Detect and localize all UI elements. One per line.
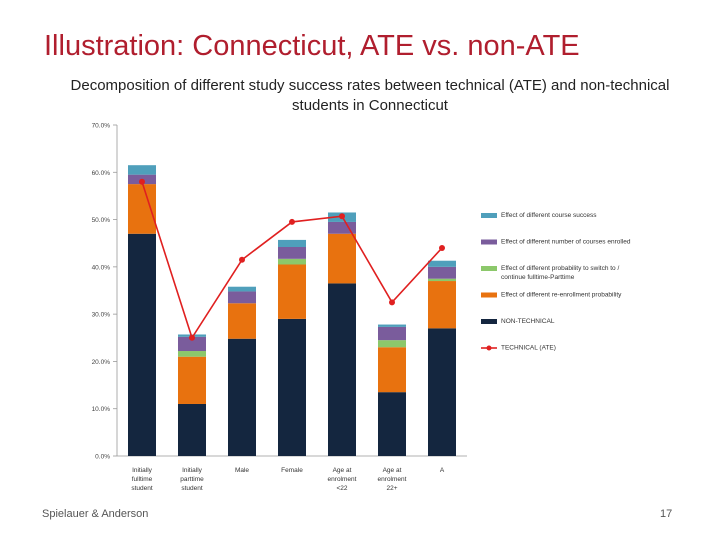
x-tick-label: Initially parttime student <box>180 467 204 492</box>
y-tick-label: 30.0% <box>92 312 111 319</box>
legend-label: TECHNICAL (ATE) <box>501 345 556 352</box>
bar-segment-courses <box>228 291 256 304</box>
legend-swatch <box>481 292 497 298</box>
legend-swatch <box>481 266 497 271</box>
footer-author: Spielauer & Anderson <box>42 508 149 520</box>
legend-label: Effect of different probability to switc… <box>501 265 619 281</box>
bar-segment-non_technical <box>378 392 406 456</box>
bar-segment-course_success <box>228 286 256 292</box>
technical-point <box>139 178 145 185</box>
legend-item-switch: Effect of different probability to switc… <box>481 265 619 281</box>
bar-segment-courses <box>378 326 406 341</box>
chart-axes: 0.0% 10.0% 20.0% 30.0% 40.0% 50.0% 60.0% 70.0% <box>92 123 467 461</box>
bar-segment-enrollment <box>378 347 406 393</box>
bar-segment-switch <box>428 278 456 282</box>
legend-swatch <box>481 319 497 324</box>
technical-point <box>439 244 445 251</box>
bar-segment-courses <box>178 336 206 352</box>
legend-marker <box>486 345 492 351</box>
bar-segment-enrollment <box>128 184 156 234</box>
technical-point <box>289 218 295 225</box>
x-tick-label: Age at enrolment <22 <box>328 467 357 492</box>
bar-segment-switch <box>378 340 406 348</box>
legend-item-course_success: Effect of different course success <box>481 212 597 219</box>
bar-segment-course_success <box>378 324 406 327</box>
y-tick-label: 0.0% <box>95 454 110 461</box>
chart-title: Decomposition of different study success… <box>70 77 670 114</box>
bar-segment-courses <box>428 266 456 279</box>
legend-label: Effect of different re-enrollment probab… <box>501 292 622 299</box>
bar-segment-switch <box>178 351 206 357</box>
y-tick-label: 20.0% <box>92 359 111 366</box>
bar-segment-switch <box>278 258 306 265</box>
bar-segment-non_technical <box>278 318 306 456</box>
bar-segment-non_technical <box>128 233 156 456</box>
technical-point <box>239 256 245 263</box>
bar-segment-enrollment <box>428 281 456 329</box>
legend-item-enrollment: Effect of different re-enrollment probab… <box>481 292 622 299</box>
y-tick-label: 70.0% <box>92 123 111 130</box>
x-tick-label: Female <box>281 467 303 474</box>
x-tick-label: A <box>440 467 445 474</box>
bar-segment-non_technical <box>428 328 456 456</box>
legend-item-non_technical: NON-TECHNICAL <box>481 318 555 325</box>
x-axis-labels: Initially fulltime student Initially parttim… <box>131 467 444 492</box>
bar-segment-course_success <box>278 239 306 247</box>
bar-segment-non_technical <box>228 338 256 456</box>
bar-segment-enrollment <box>328 233 356 284</box>
x-tick-label: Male <box>235 467 249 474</box>
y-tick-label: 10.0% <box>92 406 111 413</box>
bar-segment-enrollment <box>178 356 206 404</box>
y-tick-label: 50.0% <box>92 217 111 224</box>
bar-segment-course_success <box>128 165 156 175</box>
slide-title: Illustration: Connecticut, ATE vs. non-A… <box>44 30 580 62</box>
bar-segment-course_success <box>428 260 456 267</box>
technical-point <box>189 334 195 341</box>
technical-point <box>339 213 345 220</box>
chart-bars <box>128 165 456 456</box>
legend-label: NON-TECHNICAL <box>501 318 555 325</box>
bar-segment-enrollment <box>278 264 306 319</box>
bar-segment-non_technical <box>178 403 206 456</box>
bar-segment-courses <box>278 246 306 259</box>
technical-point <box>389 299 395 306</box>
legend-label: Effect of different number of courses en… <box>501 239 631 246</box>
technical-line-layer <box>139 178 445 341</box>
bar-segment-courses <box>328 221 356 234</box>
x-tick-label: Initially fulltime student <box>131 467 153 492</box>
y-tick-label: 60.0% <box>92 170 111 177</box>
y-tick-label: 40.0% <box>92 264 111 271</box>
legend-item-technical: TECHNICAL (ATE) <box>481 345 556 352</box>
legend-item-courses: Effect of different number of courses en… <box>481 239 631 246</box>
legend-label: Effect of different course success <box>501 212 597 219</box>
page-number: 17 <box>660 508 673 520</box>
x-tick-label: Age at enrolment 22+ <box>378 467 407 492</box>
legend-swatch <box>481 213 497 218</box>
chart-legend: Effect of different course success Effect… <box>481 212 631 352</box>
bar-segment-non_technical <box>328 283 356 456</box>
legend-swatch <box>481 239 497 245</box>
bar-segment-enrollment <box>228 303 256 339</box>
